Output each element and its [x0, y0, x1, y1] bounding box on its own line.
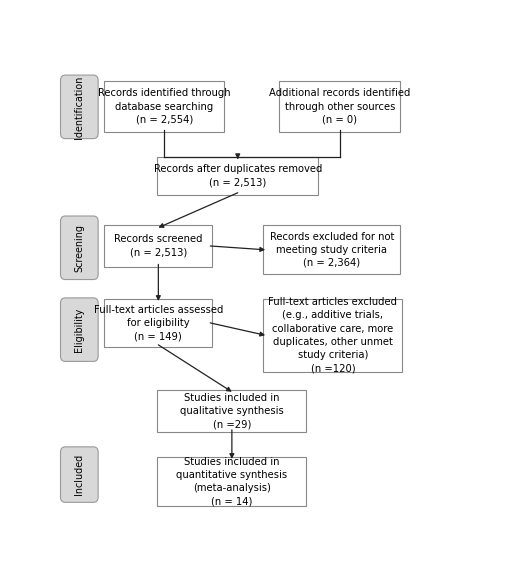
FancyBboxPatch shape [263, 299, 401, 372]
Text: Studies included in
qualitative synthesis
(n =29): Studies included in qualitative synthesi… [180, 393, 283, 429]
FancyBboxPatch shape [61, 447, 98, 503]
FancyBboxPatch shape [104, 299, 212, 347]
FancyBboxPatch shape [263, 225, 400, 274]
FancyBboxPatch shape [157, 390, 306, 432]
Text: Records screened
(n = 2,513): Records screened (n = 2,513) [114, 234, 202, 257]
Text: Eligibility: Eligibility [74, 307, 84, 352]
Text: Records identified through
database searching
(n = 2,554): Records identified through database sear… [98, 88, 230, 125]
Text: Records excluded for not
meeting study criteria
(n = 2,364): Records excluded for not meeting study c… [269, 232, 393, 268]
Text: Included: Included [74, 454, 84, 495]
Text: Records after duplicates removed
(n = 2,513): Records after duplicates removed (n = 2,… [153, 164, 321, 188]
FancyBboxPatch shape [61, 75, 98, 139]
FancyBboxPatch shape [157, 157, 318, 195]
Text: Studies included in
quantitative synthesis
(meta-analysis)
(n = 14): Studies included in quantitative synthes… [176, 457, 287, 506]
FancyBboxPatch shape [104, 81, 224, 132]
FancyBboxPatch shape [61, 298, 98, 361]
FancyBboxPatch shape [157, 457, 306, 506]
Text: Identification: Identification [74, 75, 84, 138]
FancyBboxPatch shape [104, 225, 212, 267]
Text: Full-text articles excluded
(e.g., additive trials,
collaborative care, more
dup: Full-text articles excluded (e.g., addit… [268, 297, 396, 373]
FancyBboxPatch shape [278, 81, 400, 132]
Text: Additional records identified
through other sources
(n = 0): Additional records identified through ot… [269, 88, 410, 125]
Text: Full-text articles assessed
for eligibility
(n = 149): Full-text articles assessed for eligibil… [93, 304, 223, 341]
Text: Screening: Screening [74, 224, 84, 272]
FancyBboxPatch shape [61, 216, 98, 279]
